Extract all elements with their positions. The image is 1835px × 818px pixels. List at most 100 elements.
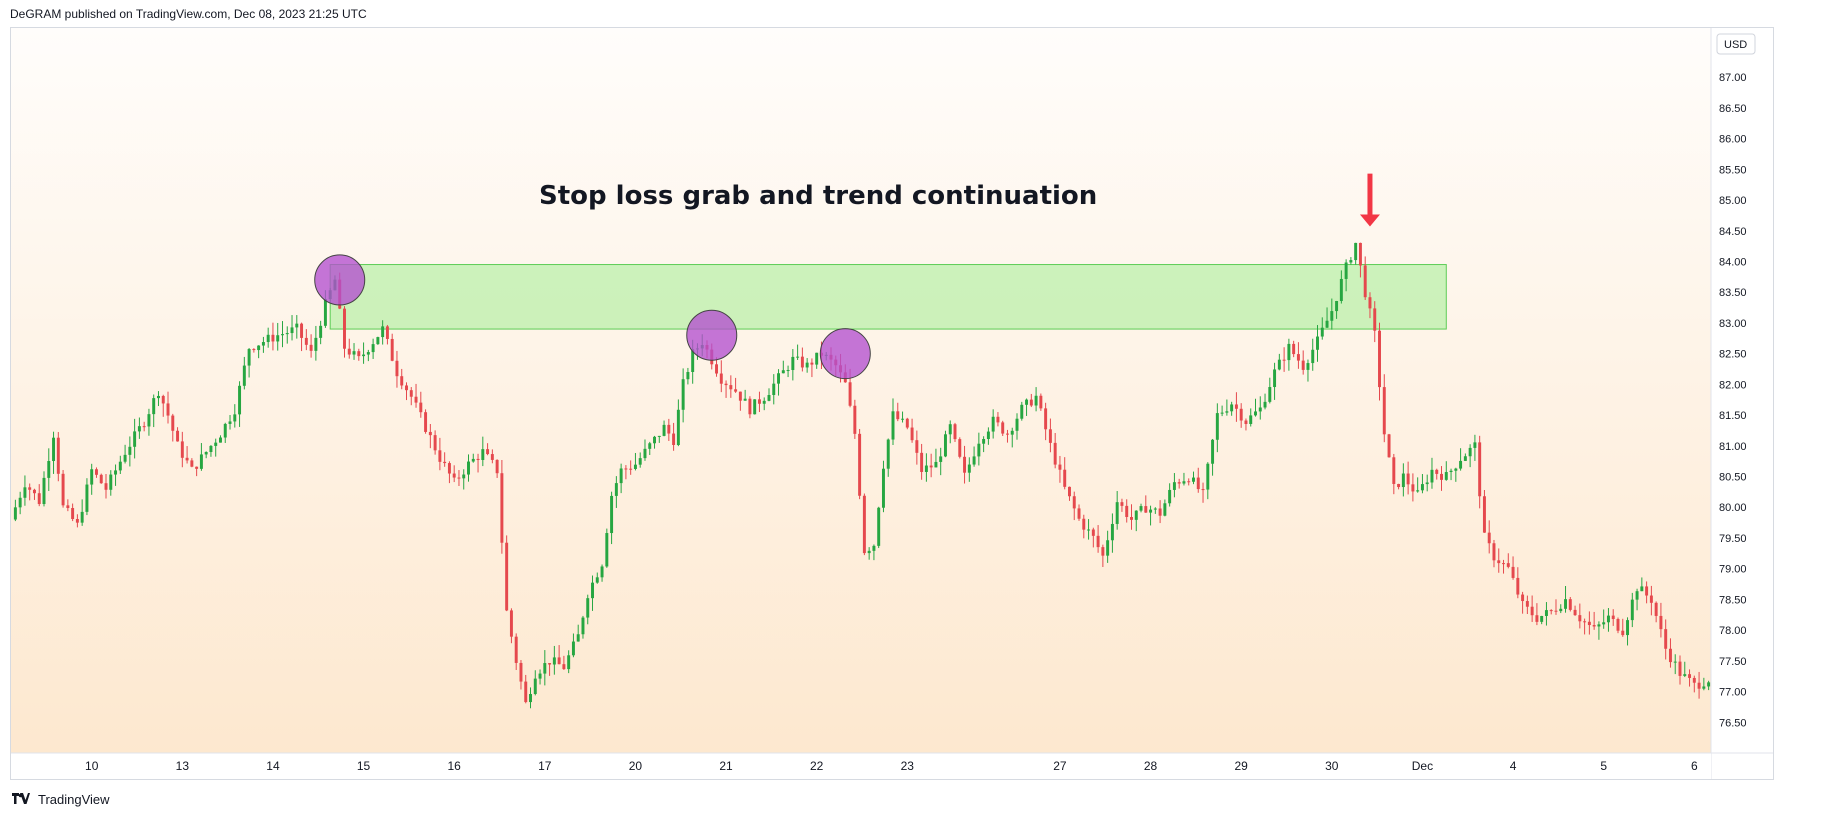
candle <box>891 398 895 445</box>
currency-label[interactable]: USD <box>1716 33 1756 55</box>
candle-body <box>242 365 246 386</box>
candle <box>1492 539 1496 568</box>
candle <box>266 327 270 348</box>
candle <box>1463 453 1467 462</box>
candle <box>1001 420 1005 436</box>
candle <box>858 428 862 500</box>
candle <box>1258 396 1262 420</box>
candle-body <box>247 349 251 366</box>
candle-body <box>1478 442 1482 497</box>
price-chart[interactable]: 76.50 77.00 77.50 78.00 78.50 79.00 79.50 80.00… <box>11 28 1773 779</box>
candle <box>147 408 151 436</box>
candle-body <box>1187 481 1191 483</box>
candle-body <box>1506 563 1510 567</box>
candle <box>133 418 137 459</box>
resistance-zone[interactable] <box>329 264 1447 330</box>
candle <box>414 383 418 408</box>
down-arrow-icon[interactable] <box>1359 173 1380 227</box>
candle-body <box>1196 477 1200 490</box>
candle <box>1010 427 1014 448</box>
candle-body <box>428 431 432 436</box>
candle-body <box>1163 503 1167 516</box>
liquidity-grab-circle[interactable] <box>686 309 738 361</box>
candle-body <box>71 508 75 520</box>
candle <box>490 449 494 464</box>
price-tick-label: 81.00 <box>1719 441 1747 453</box>
candle-body <box>805 362 809 368</box>
candle <box>1244 418 1248 431</box>
candle <box>862 493 866 556</box>
candle-body <box>881 468 885 508</box>
price-tick-label: 83.50 <box>1719 287 1747 299</box>
candle <box>257 345 261 359</box>
candle-body <box>896 411 900 420</box>
candle-body <box>443 461 447 464</box>
price-axis[interactable] <box>1711 28 1773 779</box>
candle-body <box>524 681 528 703</box>
candle <box>1668 638 1672 668</box>
candle <box>772 374 776 405</box>
candle <box>872 544 876 561</box>
candle <box>71 503 75 522</box>
candle <box>281 321 284 348</box>
candle-body <box>972 456 976 465</box>
candle <box>1363 256 1367 301</box>
candle-body <box>1459 460 1463 469</box>
candle <box>571 633 575 658</box>
candle <box>1273 362 1277 400</box>
candle-body <box>1707 682 1711 687</box>
candle-body <box>1244 420 1248 424</box>
candle <box>1234 392 1238 422</box>
footer-brand[interactable]: TradingView <box>10 792 110 807</box>
candle <box>1039 393 1043 411</box>
candle-body <box>1220 412 1224 414</box>
candle-body <box>142 426 146 428</box>
time-axis[interactable] <box>11 753 1711 779</box>
candle <box>47 448 51 492</box>
candle <box>543 650 547 686</box>
candle-body <box>552 657 556 665</box>
price-tick-label: 80.00 <box>1719 502 1747 514</box>
candle-body <box>400 376 404 386</box>
candle <box>1120 498 1124 512</box>
candle <box>114 464 118 486</box>
candle-body <box>314 337 318 351</box>
candle-body <box>1316 336 1319 350</box>
candle-body <box>715 364 719 374</box>
candle <box>1101 544 1105 568</box>
candle <box>586 594 590 625</box>
candle-body <box>1282 359 1286 361</box>
candle <box>1005 429 1009 443</box>
candle <box>1068 486 1071 501</box>
candle <box>1215 403 1219 453</box>
candle-body <box>1048 429 1052 443</box>
candle <box>390 333 394 362</box>
candle <box>581 615 585 639</box>
candle-body <box>1344 262 1348 279</box>
candle <box>1506 553 1510 569</box>
candle <box>166 391 170 424</box>
candle-body <box>1172 482 1176 490</box>
candle <box>1263 393 1267 410</box>
candle-body <box>943 434 947 457</box>
candle-body <box>1335 300 1339 312</box>
candle <box>1568 597 1572 612</box>
candle <box>90 463 94 495</box>
candle <box>1449 468 1453 481</box>
candle <box>738 391 742 411</box>
candle <box>1535 603 1539 626</box>
candle <box>185 446 189 464</box>
candle-body <box>500 473 504 543</box>
candle <box>481 436 485 467</box>
candle-body <box>924 465 928 472</box>
candle-body <box>605 533 609 567</box>
candle-body <box>75 519 79 523</box>
candle-body <box>1106 540 1110 556</box>
candle-body <box>1406 473 1410 485</box>
candle-body <box>166 403 170 416</box>
liquidity-grab-circle[interactable] <box>819 328 871 380</box>
liquidity-grab-circle[interactable] <box>314 254 366 306</box>
candle <box>877 506 881 549</box>
candle-body <box>1420 484 1424 491</box>
candle-body <box>624 468 628 470</box>
